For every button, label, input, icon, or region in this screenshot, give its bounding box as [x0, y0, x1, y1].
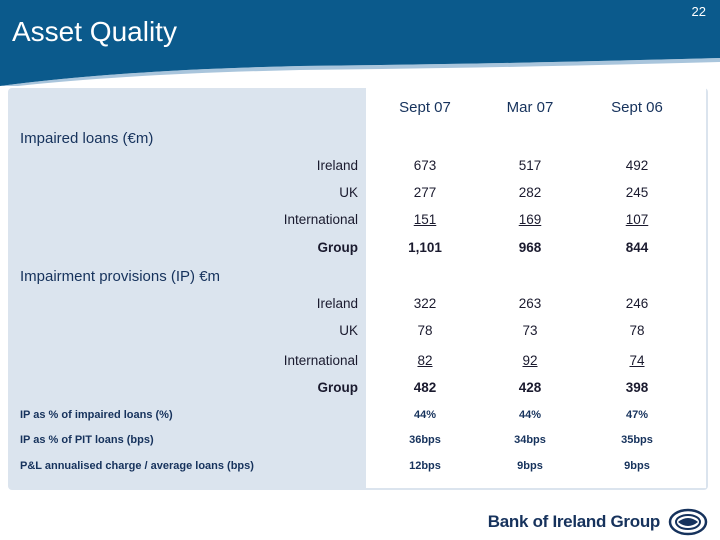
table-cell: 322	[413, 296, 437, 311]
metric-cell: 35bps	[621, 434, 653, 446]
table-cell-total: 844	[625, 240, 649, 255]
table-cell-total: 482	[413, 380, 437, 395]
bank-logo-text: Bank of Ireland Group	[487, 512, 661, 531]
row-label: UK	[339, 323, 358, 338]
row-label: International	[283, 212, 358, 227]
row-label: UK	[339, 185, 358, 200]
column-header-sept-07: Sept 07	[399, 99, 451, 116]
metric-cell: 47%	[625, 409, 649, 421]
metric-cell: 34bps	[514, 434, 546, 446]
table-cell: 282	[518, 185, 542, 200]
table-cell: 151	[413, 212, 437, 227]
row-label: Ireland	[316, 296, 358, 311]
column-header-mar-07: Mar 07	[506, 99, 554, 116]
metric-cell: 9bps	[624, 460, 650, 472]
page-title: Asset Quality	[12, 16, 177, 47]
bank-of-ireland-logo-icon	[668, 508, 708, 536]
table-cell: 492	[625, 158, 649, 173]
section-label-impaired-loans: Impaired loans (€m)	[20, 130, 154, 147]
row-label: Ireland	[316, 158, 358, 173]
table-cell: 277	[413, 185, 437, 200]
row-label: International	[283, 353, 358, 368]
table-cell-total: 1,101	[408, 240, 442, 255]
header-band	[0, 0, 720, 86]
metric-cell: 44%	[518, 409, 542, 421]
table-cell: 245	[625, 185, 649, 200]
metric-cell: 36bps	[409, 434, 441, 446]
section-label-impairment-provisions: Impairment provisions (IP) €m	[20, 268, 221, 285]
table-cell-total: 428	[518, 380, 542, 395]
table-cell: 73	[522, 323, 538, 338]
metric-cell: 44%	[413, 409, 437, 421]
table-cell: 82	[417, 353, 433, 368]
table-data-area	[366, 88, 706, 488]
metric-label: IP as % of impaired loans (%)	[20, 409, 173, 421]
page-number: 22	[691, 4, 706, 19]
column-header-sept-06: Sept 06	[611, 99, 663, 116]
table-cell: 246	[625, 296, 649, 311]
metric-label: IP as % of PIT loans (bps)	[20, 434, 154, 446]
table-cell: 92	[522, 353, 538, 368]
table-cell: 263	[518, 296, 542, 311]
row-label-total: Group	[317, 380, 359, 395]
table-cell: 78	[629, 323, 645, 338]
metric-cell: 12bps	[409, 460, 441, 472]
table-cell: 673	[413, 158, 437, 173]
metric-label: P&L annualised charge / average loans (b…	[20, 460, 254, 472]
table-cell: 74	[629, 353, 645, 368]
row-label-total: Group	[317, 240, 359, 255]
table-cell-total: 398	[625, 380, 649, 395]
table-cell: 517	[518, 158, 542, 173]
table-cell-total: 968	[518, 240, 542, 255]
table-cell: 78	[417, 323, 433, 338]
metric-cell: 9bps	[517, 460, 543, 472]
table-cell: 107	[625, 212, 649, 227]
table-cell: 169	[518, 212, 542, 227]
